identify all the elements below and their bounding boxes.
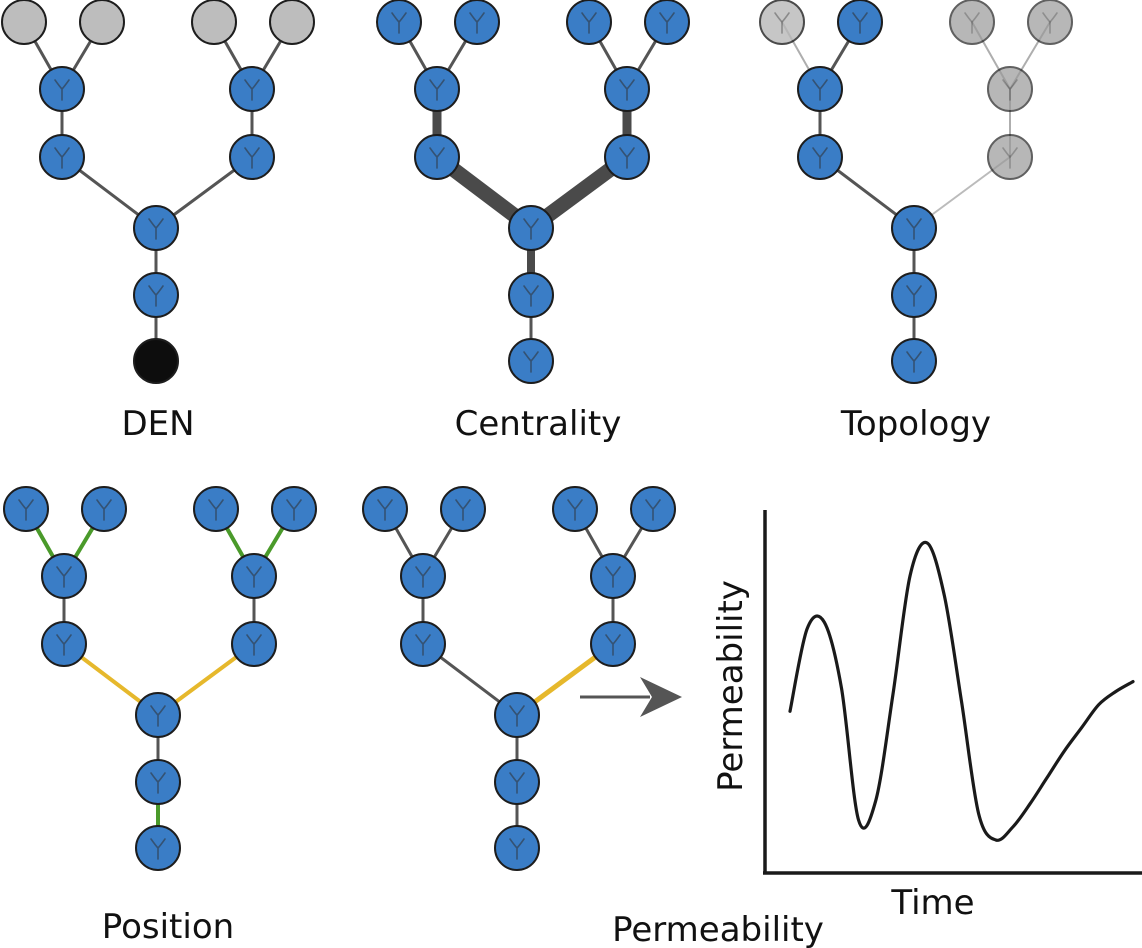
topology-node-junction: [891, 205, 937, 251]
position-node-tip-ll: [3, 486, 49, 532]
position-node-lower-left: [41, 621, 87, 667]
den-node-tip-rr: [269, 0, 315, 45]
centrality-tree-diagram: [376, 0, 690, 384]
den-tree-diagram: [1, 0, 315, 384]
permeability-node-stem-1: [494, 759, 540, 805]
position-tree-diagram: [3, 486, 317, 871]
topology-node-tip-rl: [949, 0, 995, 45]
topology-label: Topology: [840, 404, 991, 444]
den-node-lower-right: [229, 134, 275, 180]
topology-node-upper-left: [797, 66, 843, 112]
position-node-lower-right: [231, 621, 277, 667]
position-node-upper-left: [41, 553, 87, 599]
den-node-junction: [133, 205, 179, 251]
permeability-time-plot: Time Permeability: [711, 510, 1142, 923]
topology-node-lower-right: [987, 134, 1033, 180]
centrality-node-tip-rr: [644, 0, 690, 45]
permeability-node-upper-left: [400, 553, 446, 599]
permeability-node-lower-left: [400, 621, 446, 667]
permeability-node-tip-ll: [362, 486, 408, 532]
den-node-tip-rl: [191, 0, 237, 45]
permeability-node-junction: [494, 692, 540, 738]
permeability-node-lower-right: [590, 621, 636, 667]
den-node-upper-left: [39, 66, 85, 112]
den-node-tip-lr: [79, 0, 125, 45]
position-node-stem-1: [135, 759, 181, 805]
topology-node-tip-lr: [837, 0, 883, 45]
position-node-junction: [135, 692, 181, 738]
position-node-tip-rl: [193, 486, 239, 532]
den-label: DEN: [121, 404, 194, 444]
plot-y-axis-label: Permeability: [711, 580, 751, 792]
centrality-node-tip-rl: [566, 0, 612, 45]
position-node-tip-lr: [81, 486, 127, 532]
permeability-curve: [788, 540, 1135, 842]
centrality-node-tip-lr: [454, 0, 500, 45]
topology-node-tip-ll: [759, 0, 805, 45]
permeability-node-tip-rr: [630, 486, 676, 532]
centrality-label: Centrality: [455, 404, 622, 444]
den-node-stem-2: [133, 338, 179, 384]
centrality-node-lower-right: [604, 134, 650, 180]
position-node-upper-right: [231, 553, 277, 599]
topology-node-tip-rr: [1027, 0, 1073, 45]
den-node-upper-right: [229, 66, 275, 112]
topology-node-upper-right: [987, 66, 1033, 112]
den-node-stem-1: [133, 272, 179, 318]
centrality-node-upper-left: [414, 66, 460, 112]
permeability-node-upper-right: [590, 553, 636, 599]
permeability-label: Permeability: [612, 910, 824, 948]
centrality-node-upper-right: [604, 66, 650, 112]
topology-node-lower-left: [797, 134, 843, 180]
centrality-node-stem-1: [508, 272, 554, 318]
topology-tree-diagram: [759, 0, 1073, 384]
centrality-node-junction: [508, 205, 554, 251]
position-node-stem-2: [135, 825, 181, 871]
centrality-node-stem-2: [508, 338, 554, 384]
topology-node-stem-2: [891, 338, 937, 384]
arrow-head-icon: [640, 677, 682, 717]
permeability-node-stem-2: [494, 825, 540, 871]
centrality-node-lower-left: [414, 134, 460, 180]
position-node-tip-rr: [271, 486, 317, 532]
permeability-node-tip-lr: [440, 486, 486, 532]
den-node-lower-left: [39, 134, 85, 180]
den-node-tip-ll: [1, 0, 47, 45]
plot-x-axis-label: Time: [890, 883, 974, 923]
permeability-node-tip-rl: [552, 486, 598, 532]
arrow-to-plot: [580, 677, 682, 717]
centrality-node-tip-ll: [376, 0, 422, 45]
position-label: Position: [102, 907, 234, 947]
permeability-tree-diagram: [362, 486, 676, 871]
topology-node-stem-1: [891, 272, 937, 318]
